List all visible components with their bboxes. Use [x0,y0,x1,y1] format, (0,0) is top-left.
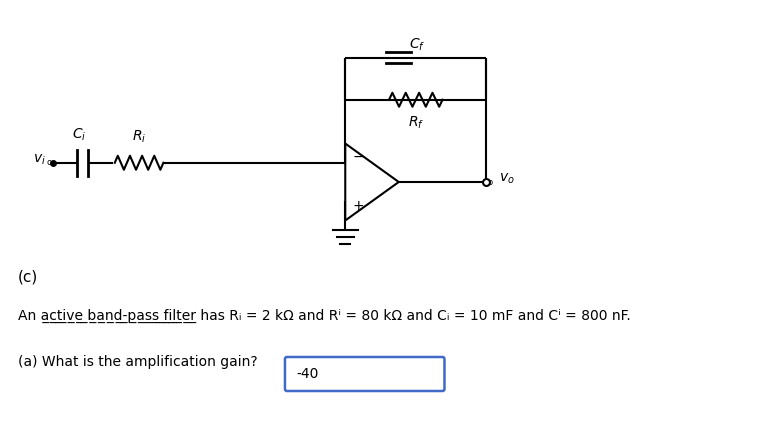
Text: -40: -40 [297,367,319,381]
Text: $C_f$: $C_f$ [408,36,425,53]
Text: $+$: $+$ [352,199,364,213]
Text: $R_f$: $R_f$ [408,115,424,131]
Text: $C_i$: $C_i$ [72,126,86,143]
Text: (a) What is the amplification gain?: (a) What is the amplification gain? [17,355,257,369]
Text: o: o [487,177,492,187]
Text: o: o [46,158,52,167]
Text: An a̲c̲t̲i̲v̲e̲ ̲b̲a̲n̲d̲-̲p̲a̲s̲s̲ ̲f̲i̲l̲t̲e̲r̲ has Rᵢ = 2 kΩ and Rⁱ = 80 kΩ a: An a̲c̲t̲i̲v̲e̲ ̲b̲a̲n̲d̲-̲p̲a̲s̲s̲ ̲f̲i… [17,309,630,323]
Text: $v_i$: $v_i$ [33,153,46,167]
Text: $R_i$: $R_i$ [132,128,146,145]
FancyBboxPatch shape [285,357,444,391]
Text: (c): (c) [17,269,37,284]
Text: $v_o$: $v_o$ [499,172,515,186]
Text: $-$: $-$ [351,149,364,163]
